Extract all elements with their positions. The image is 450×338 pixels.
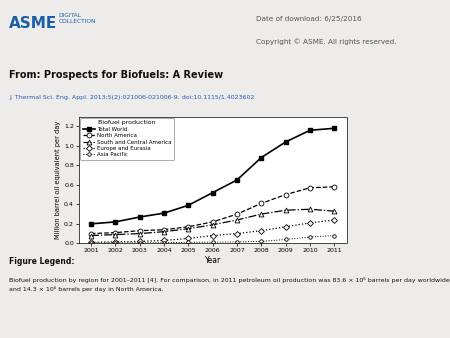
Total World <box>185 203 191 207</box>
Text: Date of download: 6/25/2016: Date of download: 6/25/2016 <box>256 16 362 22</box>
South and Central America <box>88 234 94 238</box>
Total World <box>161 211 166 215</box>
Text: DIGITAL
COLLECTION: DIGITAL COLLECTION <box>58 13 96 24</box>
X-axis label: Year: Year <box>204 256 221 265</box>
Asia Pacific <box>234 240 240 244</box>
Text: ASME: ASME <box>9 16 57 31</box>
Asia Pacific <box>112 241 118 245</box>
South and Central America <box>259 212 264 216</box>
Asia Pacific <box>185 240 191 244</box>
Europe and Eurasia <box>137 239 142 243</box>
Text: J. Thermal Sci. Eng. Appl. 2013;5(2):021006-021006-9. doi:10.1115/1.4023602: J. Thermal Sci. Eng. Appl. 2013;5(2):021… <box>9 95 254 100</box>
South and Central America <box>137 232 142 236</box>
Line: South and Central America: South and Central America <box>89 207 337 238</box>
South and Central America <box>210 223 215 227</box>
Europe and Eurasia <box>210 234 215 238</box>
Total World <box>307 128 313 132</box>
Total World <box>88 222 94 226</box>
Asia Pacific <box>210 240 215 244</box>
North America <box>307 186 313 190</box>
Europe and Eurasia <box>234 232 240 236</box>
North America <box>161 228 166 232</box>
Line: Europe and Eurasia: Europe and Eurasia <box>89 218 337 244</box>
Europe and Eurasia <box>185 237 191 241</box>
Line: Total World: Total World <box>89 126 337 226</box>
North America <box>234 212 240 216</box>
Text: Biofuel production by region for 2001–2011 [4]. For comparison, in 2011 petroleu: Biofuel production by region for 2001–20… <box>9 277 450 292</box>
South and Central America <box>307 207 313 211</box>
Total World <box>234 178 240 182</box>
Asia Pacific <box>88 241 94 245</box>
North America <box>259 201 264 206</box>
Legend: Total World, North America, South and Central America, Europe and Eurasia, Asia : Total World, North America, South and Ce… <box>81 118 174 160</box>
Text: Figure Legend:: Figure Legend: <box>9 257 75 266</box>
North America <box>332 185 337 189</box>
Asia Pacific <box>259 239 264 243</box>
South and Central America <box>332 209 337 213</box>
Line: North America: North America <box>89 185 337 236</box>
Europe and Eurasia <box>283 225 288 229</box>
Total World <box>210 191 215 195</box>
Europe and Eurasia <box>161 238 166 242</box>
Asia Pacific <box>137 241 142 245</box>
Asia Pacific <box>332 234 337 238</box>
Total World <box>283 140 288 144</box>
North America <box>185 225 191 229</box>
Text: From: Prospects for Biofuels: A Review: From: Prospects for Biofuels: A Review <box>9 70 223 80</box>
Y-axis label: Million barrel oil equivalent per day: Million barrel oil equivalent per day <box>55 121 61 239</box>
North America <box>137 228 142 233</box>
South and Central America <box>161 230 166 234</box>
Europe and Eurasia <box>259 228 264 233</box>
Asia Pacific <box>283 237 288 241</box>
Total World <box>137 215 142 219</box>
Asia Pacific <box>161 241 166 245</box>
Total World <box>112 220 118 224</box>
North America <box>283 193 288 197</box>
South and Central America <box>112 233 118 237</box>
North America <box>112 231 118 235</box>
South and Central America <box>234 218 240 222</box>
Line: Asia Pacific: Asia Pacific <box>89 234 336 245</box>
Total World <box>259 155 264 160</box>
Europe and Eurasia <box>332 218 337 222</box>
Europe and Eurasia <box>88 240 94 244</box>
North America <box>88 232 94 236</box>
Europe and Eurasia <box>112 240 118 244</box>
Total World <box>332 126 337 130</box>
South and Central America <box>185 227 191 231</box>
Text: Copyright © ASME. All rights reserved.: Copyright © ASME. All rights reserved. <box>256 39 397 45</box>
Europe and Eurasia <box>307 221 313 225</box>
Asia Pacific <box>307 235 313 239</box>
North America <box>210 220 215 224</box>
South and Central America <box>283 208 288 212</box>
